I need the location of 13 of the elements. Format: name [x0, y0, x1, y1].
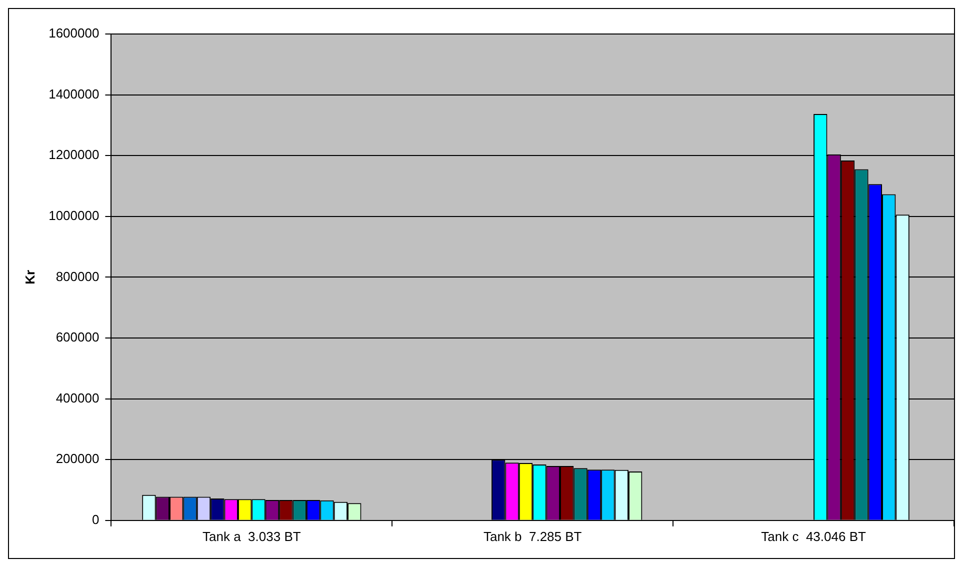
y-tick-label: 800000	[56, 268, 100, 284]
y-tick-label: 600000	[56, 330, 100, 345]
y-tick-label: 1400000	[48, 86, 100, 102]
y-tick-label: 0	[92, 512, 100, 527]
y-tick-label: 1200000	[48, 147, 100, 162]
x-tick-label: Tank b 7.285 BT	[483, 528, 582, 544]
x-tick-label: Tank c 43.046 BT	[761, 528, 866, 544]
y-axis-title: Kr	[22, 270, 38, 284]
y-tick-label: 1600000	[48, 26, 100, 41]
y-tick-label: 1000000	[48, 208, 100, 223]
y-tick-label: 400000	[56, 390, 100, 406]
y-tick-label: 200000	[56, 451, 100, 466]
x-tick-label: Tank a 3.033 BT	[202, 528, 301, 544]
